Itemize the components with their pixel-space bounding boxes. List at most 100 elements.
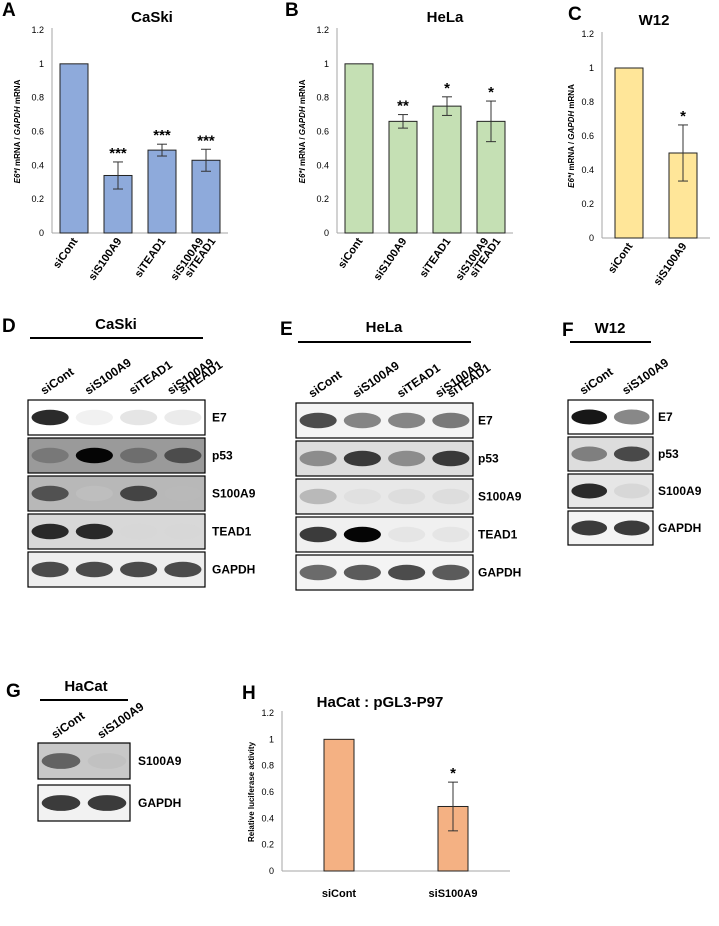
y-tick-label: 0.2 (316, 194, 329, 204)
blot-band (164, 561, 202, 578)
blot-title: HaCat (64, 678, 107, 695)
protein-label: TEAD1 (478, 528, 518, 542)
significance-label: ** (397, 98, 409, 115)
lane-label: siS100A9 (95, 699, 147, 741)
y-tick-label: 0.6 (316, 127, 329, 137)
blot-band (299, 412, 337, 429)
y-axis-label-part: mRNA (13, 79, 22, 106)
y-tick-label: 0.2 (31, 194, 44, 204)
protein-label: p53 (478, 452, 499, 466)
blot-band (31, 409, 69, 426)
chart-title: W12 (639, 12, 670, 29)
blot-band (87, 795, 127, 811)
y-axis-label-part: E6*I (298, 167, 307, 183)
y-tick-label: 0 (324, 228, 329, 238)
blot-band (164, 447, 202, 464)
x-tick-label: siCont (606, 241, 636, 276)
panel-letter: F (562, 320, 574, 341)
lane-label: siS100A9 (619, 355, 671, 397)
y-axis-label-part: GAPDH (298, 106, 307, 135)
blot-band (571, 446, 608, 462)
significance-label: *** (153, 127, 171, 144)
blot-band (41, 795, 81, 811)
y-tick-label: 0.4 (581, 165, 594, 175)
lane-label: siS100A9 (350, 358, 402, 400)
y-axis-label-part: E6*I (13, 167, 22, 183)
panel-f: F W12 siCont siS100A9 E7 p53 S100A9 GAPDH (560, 315, 719, 595)
y-tick-label: 1 (324, 59, 329, 69)
blot-band (31, 523, 69, 540)
blot-band (31, 447, 69, 464)
chart-title: CaSki (131, 9, 173, 26)
x-tick-label: siCont (51, 236, 81, 271)
blot-band (164, 485, 202, 502)
protein-label: E7 (658, 410, 673, 424)
blot-band (75, 409, 113, 426)
blot-band (388, 412, 426, 429)
blot-band (299, 564, 337, 581)
y-tick-label: 0 (589, 233, 594, 243)
y-tick-label: 1.2 (316, 25, 329, 35)
y-tick-label: 1 (589, 63, 594, 73)
protein-label: GAPDH (138, 796, 181, 810)
y-tick-label: 0.2 (581, 199, 594, 209)
x-tick-label: siS100A9 (372, 236, 410, 283)
blot-band (120, 523, 158, 540)
chart-title: HeLa (427, 9, 464, 26)
lane-label: siCont (306, 368, 345, 401)
panel-b: B HeLa 0 0.2 0.4 0.6 0.8 1 1.2 E6*I mRNA / GAPDH … (285, 0, 525, 300)
blot-band (343, 564, 381, 581)
y-tick-label: 0.4 (316, 160, 329, 170)
bar (432, 105, 462, 234)
x-tick-label: siCont (336, 236, 366, 271)
y-axis-label: E6*I mRNA / GAPDH mRNA (298, 79, 307, 183)
blot-hacat: G HaCat siCont siS100A9 S100A9 GAPDH (6, 678, 182, 822)
blot-title: W12 (595, 320, 626, 337)
chart-hela-mrna: B HeLa 0 0.2 0.4 0.6 0.8 1 1.2 E6*I mRNA / GAPDH … (285, 0, 513, 283)
blot-band (120, 485, 158, 502)
y-axis-label-part: mRNA (567, 84, 576, 111)
bar (344, 63, 374, 234)
y-tick-label: 0.6 (581, 131, 594, 141)
panel-g: G HaCat siCont siS100A9 S100A9 GAPDH (0, 675, 230, 865)
significance-label: * (680, 108, 686, 125)
blot-band (164, 409, 202, 426)
panel-letter: E (280, 319, 293, 340)
y-axis-label-part: Relative luciferase activity (247, 741, 256, 842)
y-tick-label: 0.8 (316, 93, 329, 103)
y-axis-label-part: GAPDH (13, 106, 22, 135)
blot-band (571, 483, 608, 499)
significance-label: * (488, 84, 494, 101)
blot-band (388, 488, 426, 505)
blot-band (299, 488, 337, 505)
bar (323, 738, 355, 872)
blot-band (31, 485, 69, 502)
y-tick-label: 0.4 (31, 160, 44, 170)
blot-band (432, 450, 470, 467)
blot-band (432, 412, 470, 429)
y-tick-label: 1.2 (261, 708, 274, 718)
lane-label: siS100A9 (82, 355, 134, 397)
blot-band (343, 488, 381, 505)
lane-label: siCont (49, 709, 88, 742)
blot-title: HeLa (366, 319, 403, 336)
y-axis-label: E6*I mRNA / GAPDH mRNA (567, 84, 576, 188)
y-tick-label: 1 (269, 734, 274, 744)
bar (59, 63, 89, 234)
blot-band (613, 520, 650, 536)
y-tick-label: 0.8 (581, 97, 594, 107)
blot-band (75, 523, 113, 540)
panel-letter: G (6, 681, 21, 702)
protein-label: S100A9 (212, 487, 256, 501)
y-tick-label: 0.2 (261, 840, 274, 850)
y-tick-label: 0.8 (31, 93, 44, 103)
protein-label: GAPDH (212, 563, 255, 577)
protein-label: S100A9 (478, 490, 522, 504)
panel-letter: B (285, 0, 299, 21)
panel-letter: C (568, 4, 582, 25)
significance-label: *** (109, 145, 127, 162)
x-tick-label: siS100A9 (429, 888, 478, 900)
blot-band (41, 753, 81, 769)
protein-label: S100A9 (658, 484, 702, 498)
chart-w12-mrna: C W12 0 0.2 0.4 0.6 0.8 1 1.2 E6*I mRNA / GAPDH m… (567, 4, 710, 288)
